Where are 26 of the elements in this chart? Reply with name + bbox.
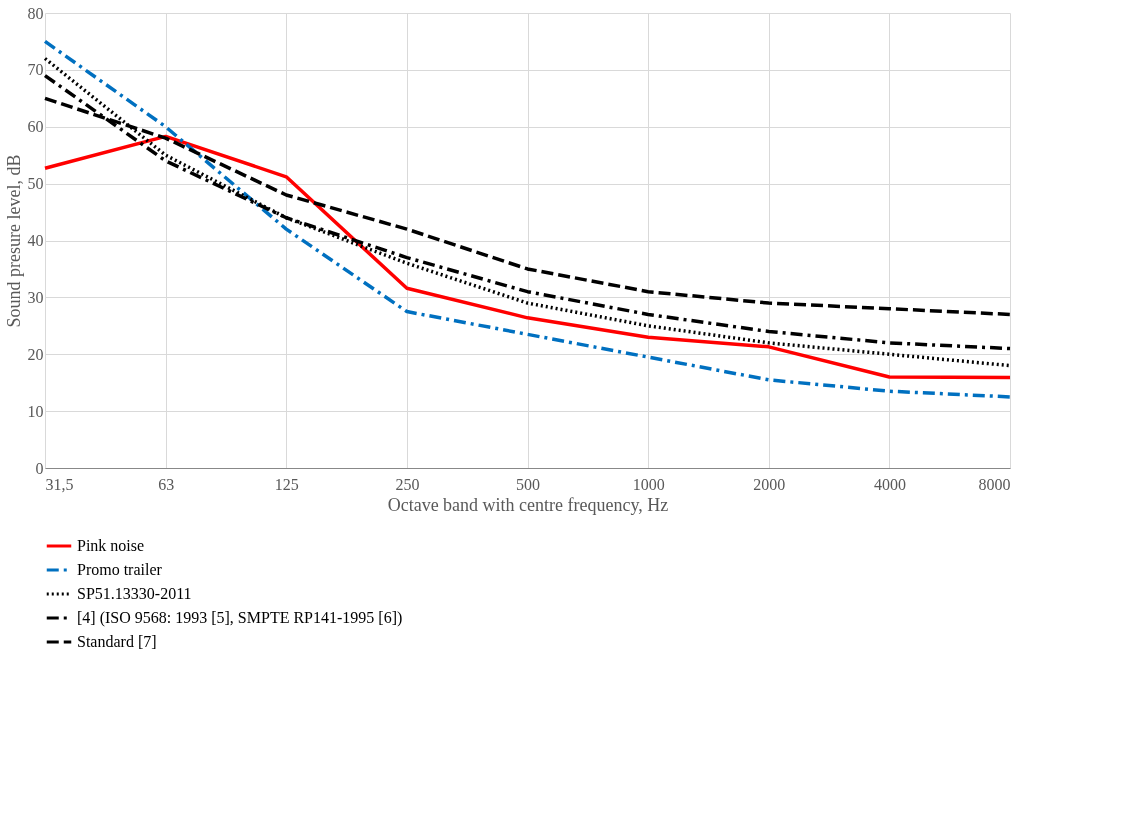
y-tick-label: 10: [27, 402, 44, 420]
x-axis-title: Octave band with centre frequency, Hz: [387, 494, 669, 515]
line-series: [43, 134, 1012, 380]
x-tick-label: 8000: [978, 475, 1011, 493]
x-tick-label: 1000: [632, 475, 665, 493]
y-tick-label: 80: [27, 4, 44, 22]
y-tick-label: 20: [27, 345, 44, 363]
x-tick-label: 125: [274, 475, 299, 493]
legend-label: Promo trailer: [77, 561, 163, 578]
x-tick-label: 2000: [753, 475, 786, 493]
legend-label: SP51.13330-2011: [77, 585, 192, 602]
y-tick-label: 40: [27, 232, 44, 249]
legend-label: Pink noise: [77, 537, 145, 554]
y-tick-label: 50: [27, 175, 44, 193]
x-tick-label: 500: [516, 475, 540, 493]
x-tick-label: 4000: [873, 475, 906, 493]
x-tick-label: 63: [158, 475, 175, 493]
y-tick-label: 0: [35, 459, 44, 477]
x-tick-label: 31,5: [45, 475, 74, 493]
y-tick-label: 30: [27, 288, 44, 306]
y-tick-label: 60: [27, 118, 44, 136]
y-tick-label: 70: [27, 61, 44, 79]
y-axis-title: Sound presure level, dB: [3, 154, 24, 328]
legend-label: Standard [7]: [77, 633, 157, 650]
x-tick-label: 250: [395, 475, 420, 493]
legend-label: [4] (ISO 9568: 1993 [5], SMPTE RP141-1995 [6]): [77, 609, 403, 627]
